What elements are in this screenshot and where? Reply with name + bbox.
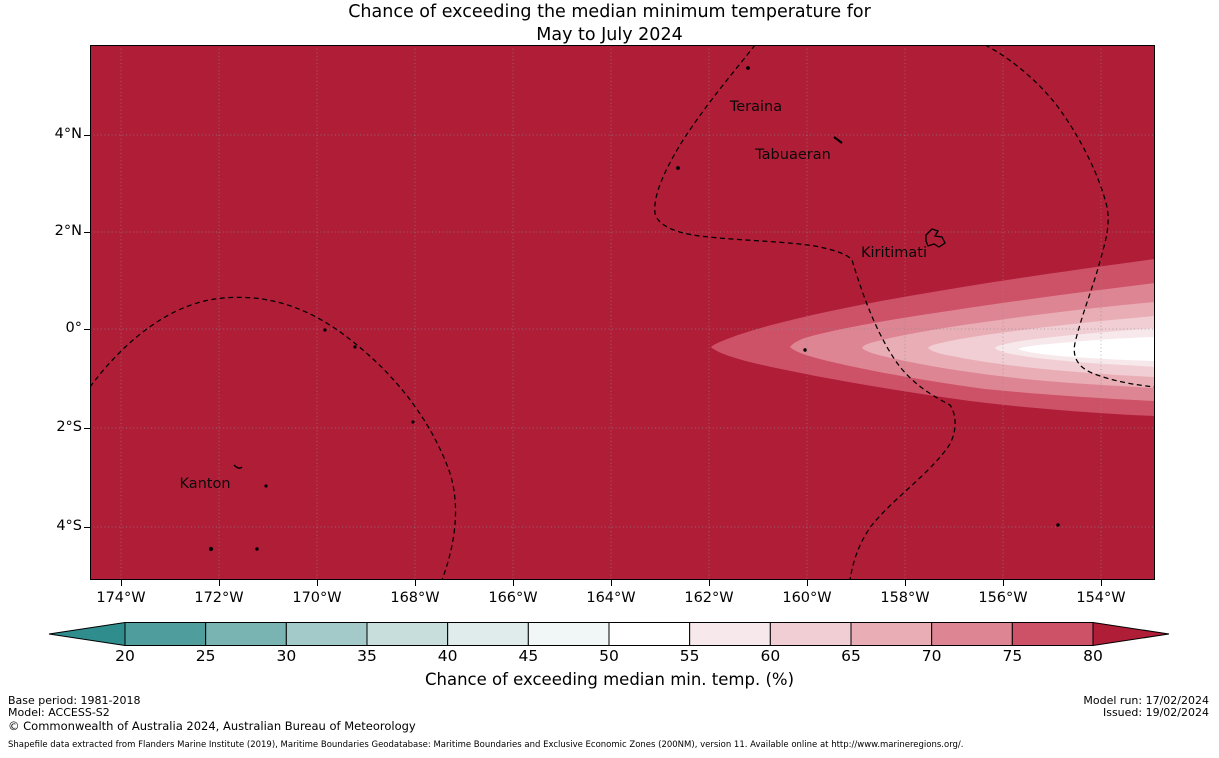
colorbar-segment-55-60 xyxy=(689,622,771,646)
lon-tick-mark xyxy=(807,580,809,586)
base-period-text: Base period: 1981-2018 xyxy=(8,694,141,707)
lon-tick-mark xyxy=(121,580,123,586)
lon-tick-label: 172°W xyxy=(194,590,244,606)
lon-tick-label: 164°W xyxy=(586,590,636,606)
eez-boundary-west xyxy=(89,296,457,581)
small-island xyxy=(1056,523,1060,527)
island-label-tabuaeran: Tabuaeran xyxy=(754,147,831,163)
small-island xyxy=(208,546,214,552)
lon-tick-mark xyxy=(219,580,221,586)
colorbar-segment-30-35 xyxy=(285,622,368,646)
colorbar-segment-40-45 xyxy=(447,622,529,646)
title-line2: May to July 2024 xyxy=(536,24,683,45)
colorbar-scale xyxy=(48,621,1170,647)
island-label-teraina: Teraina xyxy=(729,99,782,115)
colorbar-left-arrow xyxy=(48,621,126,647)
lon-tick-mark xyxy=(513,580,515,586)
lon-tick-label: 162°W xyxy=(684,590,734,606)
colorbar-tick-label: 35 xyxy=(357,647,377,665)
maritime-boundaries xyxy=(89,44,1156,581)
colorbar-segment-65-70 xyxy=(850,622,933,646)
page-title: Chance of exceeding the median minimum t… xyxy=(0,1,1219,46)
colorbar-tick-label: 75 xyxy=(1002,647,1023,665)
colorbar-segment-20-25 xyxy=(124,622,207,646)
map-plot: Teraina Tabuaeran Kiritimati Kanton xyxy=(89,44,1156,581)
lon-tick-label: 160°W xyxy=(782,590,832,606)
colorbar-segment-70-75 xyxy=(931,622,1013,646)
lon-tick-mark xyxy=(1101,580,1103,586)
colorbar-tick-label: 45 xyxy=(518,647,539,665)
lon-tick-label: 154°W xyxy=(1076,590,1126,606)
lon-tick-mark xyxy=(709,580,711,586)
lon-tick-mark xyxy=(415,580,417,586)
colorbar-segment-50-55 xyxy=(608,622,691,646)
colorbar-tick-label: 25 xyxy=(195,647,216,665)
eez-boundary-east xyxy=(984,44,1156,388)
colorbar-tick-label: 80 xyxy=(1083,647,1103,665)
model-run-text: Model run: 17/02/2024 xyxy=(1083,694,1209,707)
colorbar-tick-label: 55 xyxy=(679,647,700,665)
lat-tick-label: 4°S xyxy=(56,518,82,534)
map-canvas: Teraina Tabuaeran Kiritimati Kanton xyxy=(89,44,1156,581)
teraina-island xyxy=(746,66,750,70)
colorbar xyxy=(48,621,1170,647)
kiritimati-island xyxy=(925,228,946,248)
colorbar-tick-label: 50 xyxy=(599,647,619,665)
small-island xyxy=(323,328,327,332)
eez-boundary-central xyxy=(654,44,956,581)
lon-tick-label: 166°W xyxy=(488,590,538,606)
lon-tick-mark xyxy=(611,580,613,586)
small-island xyxy=(255,547,259,551)
colorbar-tick-label: 60 xyxy=(760,647,781,665)
map-border xyxy=(90,45,1155,580)
island-labels: Teraina Tabuaeran Kiritimati Kanton xyxy=(179,99,927,492)
lon-tick-label: 168°W xyxy=(390,590,440,606)
small-island xyxy=(353,345,357,349)
colorbar-tick-label: 70 xyxy=(921,647,942,665)
island-label-kanton: Kanton xyxy=(179,476,230,492)
lat-tick-label: 2°N xyxy=(54,223,82,239)
issued-text: Issued: 19/02/2024 xyxy=(1102,706,1209,719)
small-island xyxy=(676,166,680,170)
colorbar-right-arrow xyxy=(1092,621,1170,647)
kanton-island xyxy=(233,464,243,469)
lon-tick-label: 158°W xyxy=(880,590,930,606)
island-shapes xyxy=(208,66,1060,552)
copyright-text: © Commonwealth of Australia 2024, Austra… xyxy=(8,719,416,733)
colorbar-label: Chance of exceeding median min. temp. (%… xyxy=(424,670,795,689)
colorbar-segment-75-80 xyxy=(1011,622,1094,646)
small-island xyxy=(803,348,807,352)
shapefile-attribution: Shapefile data extracted from Flanders M… xyxy=(8,740,964,750)
lat-tick-label: 2°S xyxy=(56,419,82,435)
colorbar-tick-label: 20 xyxy=(115,647,135,665)
lon-tick-mark xyxy=(317,580,319,586)
lon-tick-label: 170°W xyxy=(292,590,342,606)
island-label-kiritimati: Kiritimati xyxy=(861,245,927,261)
colorbar-segment-25-30 xyxy=(205,622,287,646)
lon-tick-mark xyxy=(905,580,907,586)
lat-tick-label: 0° xyxy=(65,320,82,336)
colorbar-segment-45-50 xyxy=(527,622,610,646)
small-island xyxy=(411,420,415,424)
small-island xyxy=(264,484,268,488)
contour-band-50-55 xyxy=(1018,337,1155,361)
contour-bands xyxy=(711,259,1155,416)
colorbar-segment-35-40 xyxy=(366,622,449,646)
model-text: Model: ACCESS-S2 xyxy=(8,706,110,719)
tabuaeran-island xyxy=(833,136,843,144)
lon-tick-mark xyxy=(1003,580,1005,586)
title-line1: Chance of exceeding the median minimum t… xyxy=(348,2,871,22)
colorbar-tick-label: 40 xyxy=(437,647,458,665)
lon-tick-label: 156°W xyxy=(978,590,1028,606)
colorbar-tick-label: 65 xyxy=(841,647,861,665)
colorbar-segment-60-65 xyxy=(769,622,852,646)
lat-tick-label: 4°N xyxy=(54,126,82,142)
colorbar-tick-label: 30 xyxy=(276,647,297,665)
lon-tick-label: 174°W xyxy=(96,590,146,606)
